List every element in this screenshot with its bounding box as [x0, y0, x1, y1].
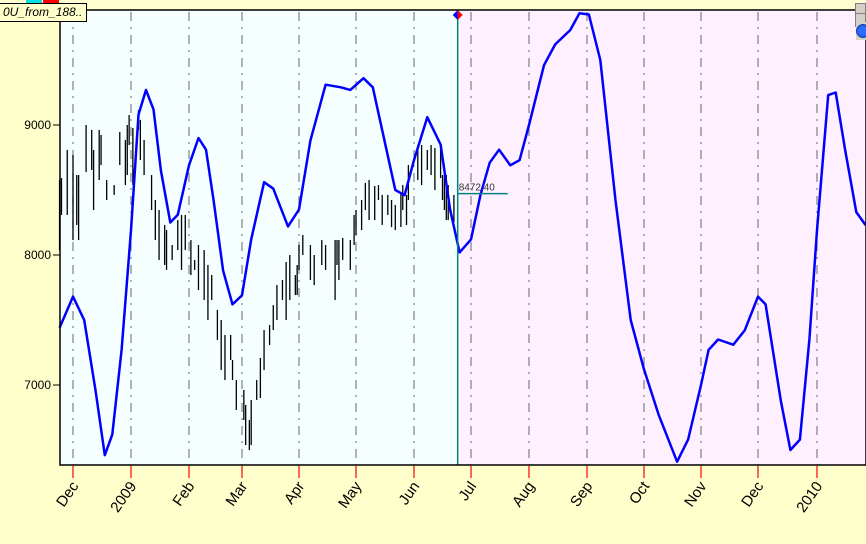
x-tick-label: Jul	[455, 479, 480, 504]
x-tick-label: Oct	[626, 478, 654, 508]
x-tick-label: Aug	[509, 479, 538, 511]
x-tick-label: Mar	[223, 479, 252, 510]
series-legend[interactable]: 0U_from_188..	[0, 3, 88, 22]
marker-right	[457, 10, 463, 20]
forecast-region	[460, 10, 866, 465]
forecast-line	[58, 11, 866, 463]
top-strip	[0, 0, 866, 10]
x-axis: Dec 2009 Feb Mar Apr May Jun Jul Aug Sep Oct Nov Dec…	[53, 466, 826, 516]
x-tick-label: Dec	[738, 478, 768, 510]
x-tick-label: May	[335, 478, 365, 511]
x-tick-label: Feb	[170, 479, 199, 510]
y-axis: 7000 8000 9000	[24, 118, 60, 392]
x-tick-label: Sep	[567, 479, 596, 511]
cursor-marker-icon[interactable]	[452, 10, 463, 20]
x-tick-label: Jun	[395, 479, 423, 509]
color-swatch-red[interactable]	[43, 0, 59, 3]
x-tick-label: 2010	[793, 479, 826, 516]
plot-frame	[59, 9, 866, 466]
y-tick-label: 8000	[24, 248, 51, 262]
x-tick-label: Dec	[53, 478, 83, 510]
y-tick-label: 7000	[24, 378, 51, 392]
x-tick-label: Nov	[681, 478, 711, 510]
color-swatch-cyan[interactable]	[26, 0, 42, 3]
globe-icon[interactable]	[856, 22, 866, 40]
y-tick-label: 9000	[24, 118, 51, 132]
cursor-value-label: 8472.40	[459, 183, 496, 194]
legend-label: 0U_from_188..	[3, 5, 83, 19]
month-gridlines	[72, 12, 818, 465]
x-tick-label: 2009	[107, 479, 140, 516]
marker-left	[452, 10, 458, 20]
x-tick-label: Apr	[281, 479, 308, 508]
